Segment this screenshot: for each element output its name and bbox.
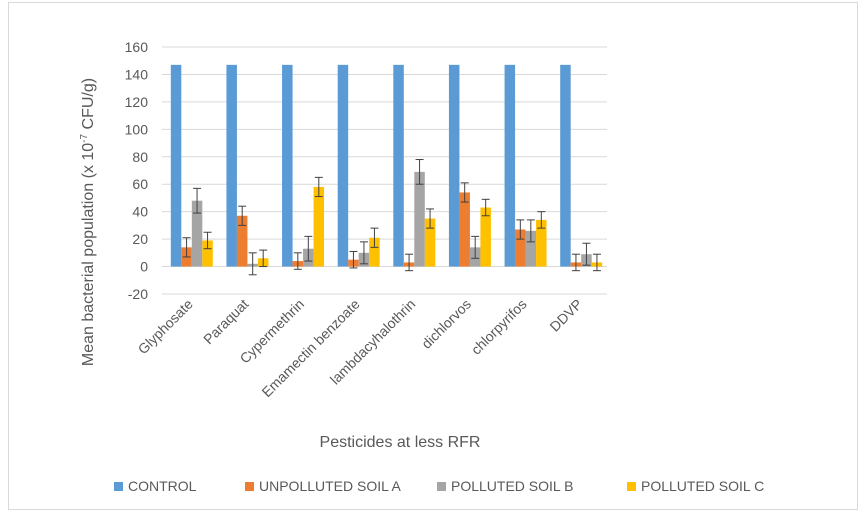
bar-unpolluted-soil-a [236, 215, 248, 267]
bar-control [560, 64, 571, 267]
legend-item: POLLUTED SOIL B [437, 478, 573, 494]
bar-control [170, 64, 182, 267]
error-bar [537, 211, 546, 229]
bar-polluted-soil-b [414, 171, 425, 267]
error-bar [182, 237, 191, 258]
y-tick-label: 0 [140, 259, 148, 275]
y-tick-label: 100 [125, 121, 149, 137]
x-category-label: dichlorvos [418, 296, 474, 352]
error-bar [426, 208, 435, 229]
error-bar [571, 253, 580, 272]
error-bar [304, 235, 313, 262]
error-bar [460, 182, 469, 203]
y-tick-label: 140 [125, 66, 149, 82]
error-bar [471, 235, 480, 259]
bar-polluted-soil-c [480, 207, 491, 267]
legend-item: UNPOLLUTED SOIL A [245, 478, 402, 494]
x-axis-categories: Glyphosate ParaquatCypermethrinEmamectin … [135, 296, 586, 400]
error-bar [349, 250, 358, 269]
error-bar [293, 252, 302, 270]
error-bar [203, 231, 212, 250]
error-bar [193, 187, 202, 214]
bars [170, 64, 603, 267]
x-category-label: chlorpyrifos [468, 296, 530, 358]
y-tick-label: -20 [128, 286, 148, 302]
bar-polluted-soil-b [191, 200, 203, 267]
error-bar [516, 219, 525, 240]
y-tick-label: 40 [132, 204, 148, 220]
error-bar [238, 205, 247, 226]
error-bar [592, 253, 601, 272]
error-bar [259, 249, 268, 268]
bar-control [504, 64, 516, 267]
bar-control [282, 64, 293, 267]
x-category-label: Paraquat [200, 296, 252, 348]
error-bar [526, 219, 535, 243]
legend-swatch [245, 482, 254, 491]
x-axis-title: Pesticides at less RFR [320, 434, 481, 451]
bar-polluted-soil-c [369, 237, 380, 267]
bar-control [448, 64, 460, 267]
y-axis-title: Mean bacterial population (x 10-7 CFU/g) [79, 78, 97, 366]
bar-polluted-soil-c [313, 186, 325, 267]
bar-control [393, 64, 404, 267]
legend-item: CONTROL [114, 478, 197, 494]
y-tick-label: 120 [125, 94, 149, 110]
bar-unpolluted-soil-a [515, 229, 526, 267]
bar-polluted-soil-c [536, 219, 547, 267]
bar-control [337, 64, 349, 267]
error-bar [248, 252, 257, 276]
error-bar [481, 198, 490, 217]
error-bar [359, 241, 368, 265]
y-tick-label: 160 [125, 39, 149, 55]
legend-swatch [627, 482, 636, 491]
x-category-label: Glyphosate [135, 296, 197, 358]
error-bar [415, 159, 424, 185]
legend: CONTROL UNPOLLUTED SOIL A POLLUTED SOIL B P… [114, 478, 764, 494]
error-bar [370, 227, 379, 248]
legend-swatch [437, 482, 446, 491]
bar-polluted-soil-c [202, 240, 213, 267]
legend-swatch [114, 482, 123, 491]
y-axis-ticks: -20 0 20 40 60 80 100 120 140 160 [125, 39, 149, 302]
error-bar [405, 253, 414, 272]
bar-polluted-soil-b [525, 230, 537, 267]
legend-label: POLLUTED SOIL C [641, 478, 764, 494]
bar-polluted-soil-c [424, 218, 436, 267]
x-category-label: Emamectin benzoate [258, 296, 362, 400]
y-tick-label: 60 [132, 176, 148, 192]
error-bars [182, 159, 601, 276]
x-category-label: DDVP [546, 296, 585, 335]
bar-unpolluted-soil-a [459, 192, 470, 267]
y-tick-label: 80 [132, 149, 148, 165]
legend-item: POLLUTED SOIL C [627, 478, 764, 494]
legend-label: POLLUTED SOIL B [451, 478, 573, 494]
bar-control [226, 64, 237, 267]
error-bar [314, 176, 323, 198]
y-tick-label: 20 [132, 231, 148, 247]
legend-label: UNPOLLUTED SOIL A [259, 478, 402, 494]
error-bar [582, 242, 591, 266]
legend-label: CONTROL [128, 478, 197, 494]
